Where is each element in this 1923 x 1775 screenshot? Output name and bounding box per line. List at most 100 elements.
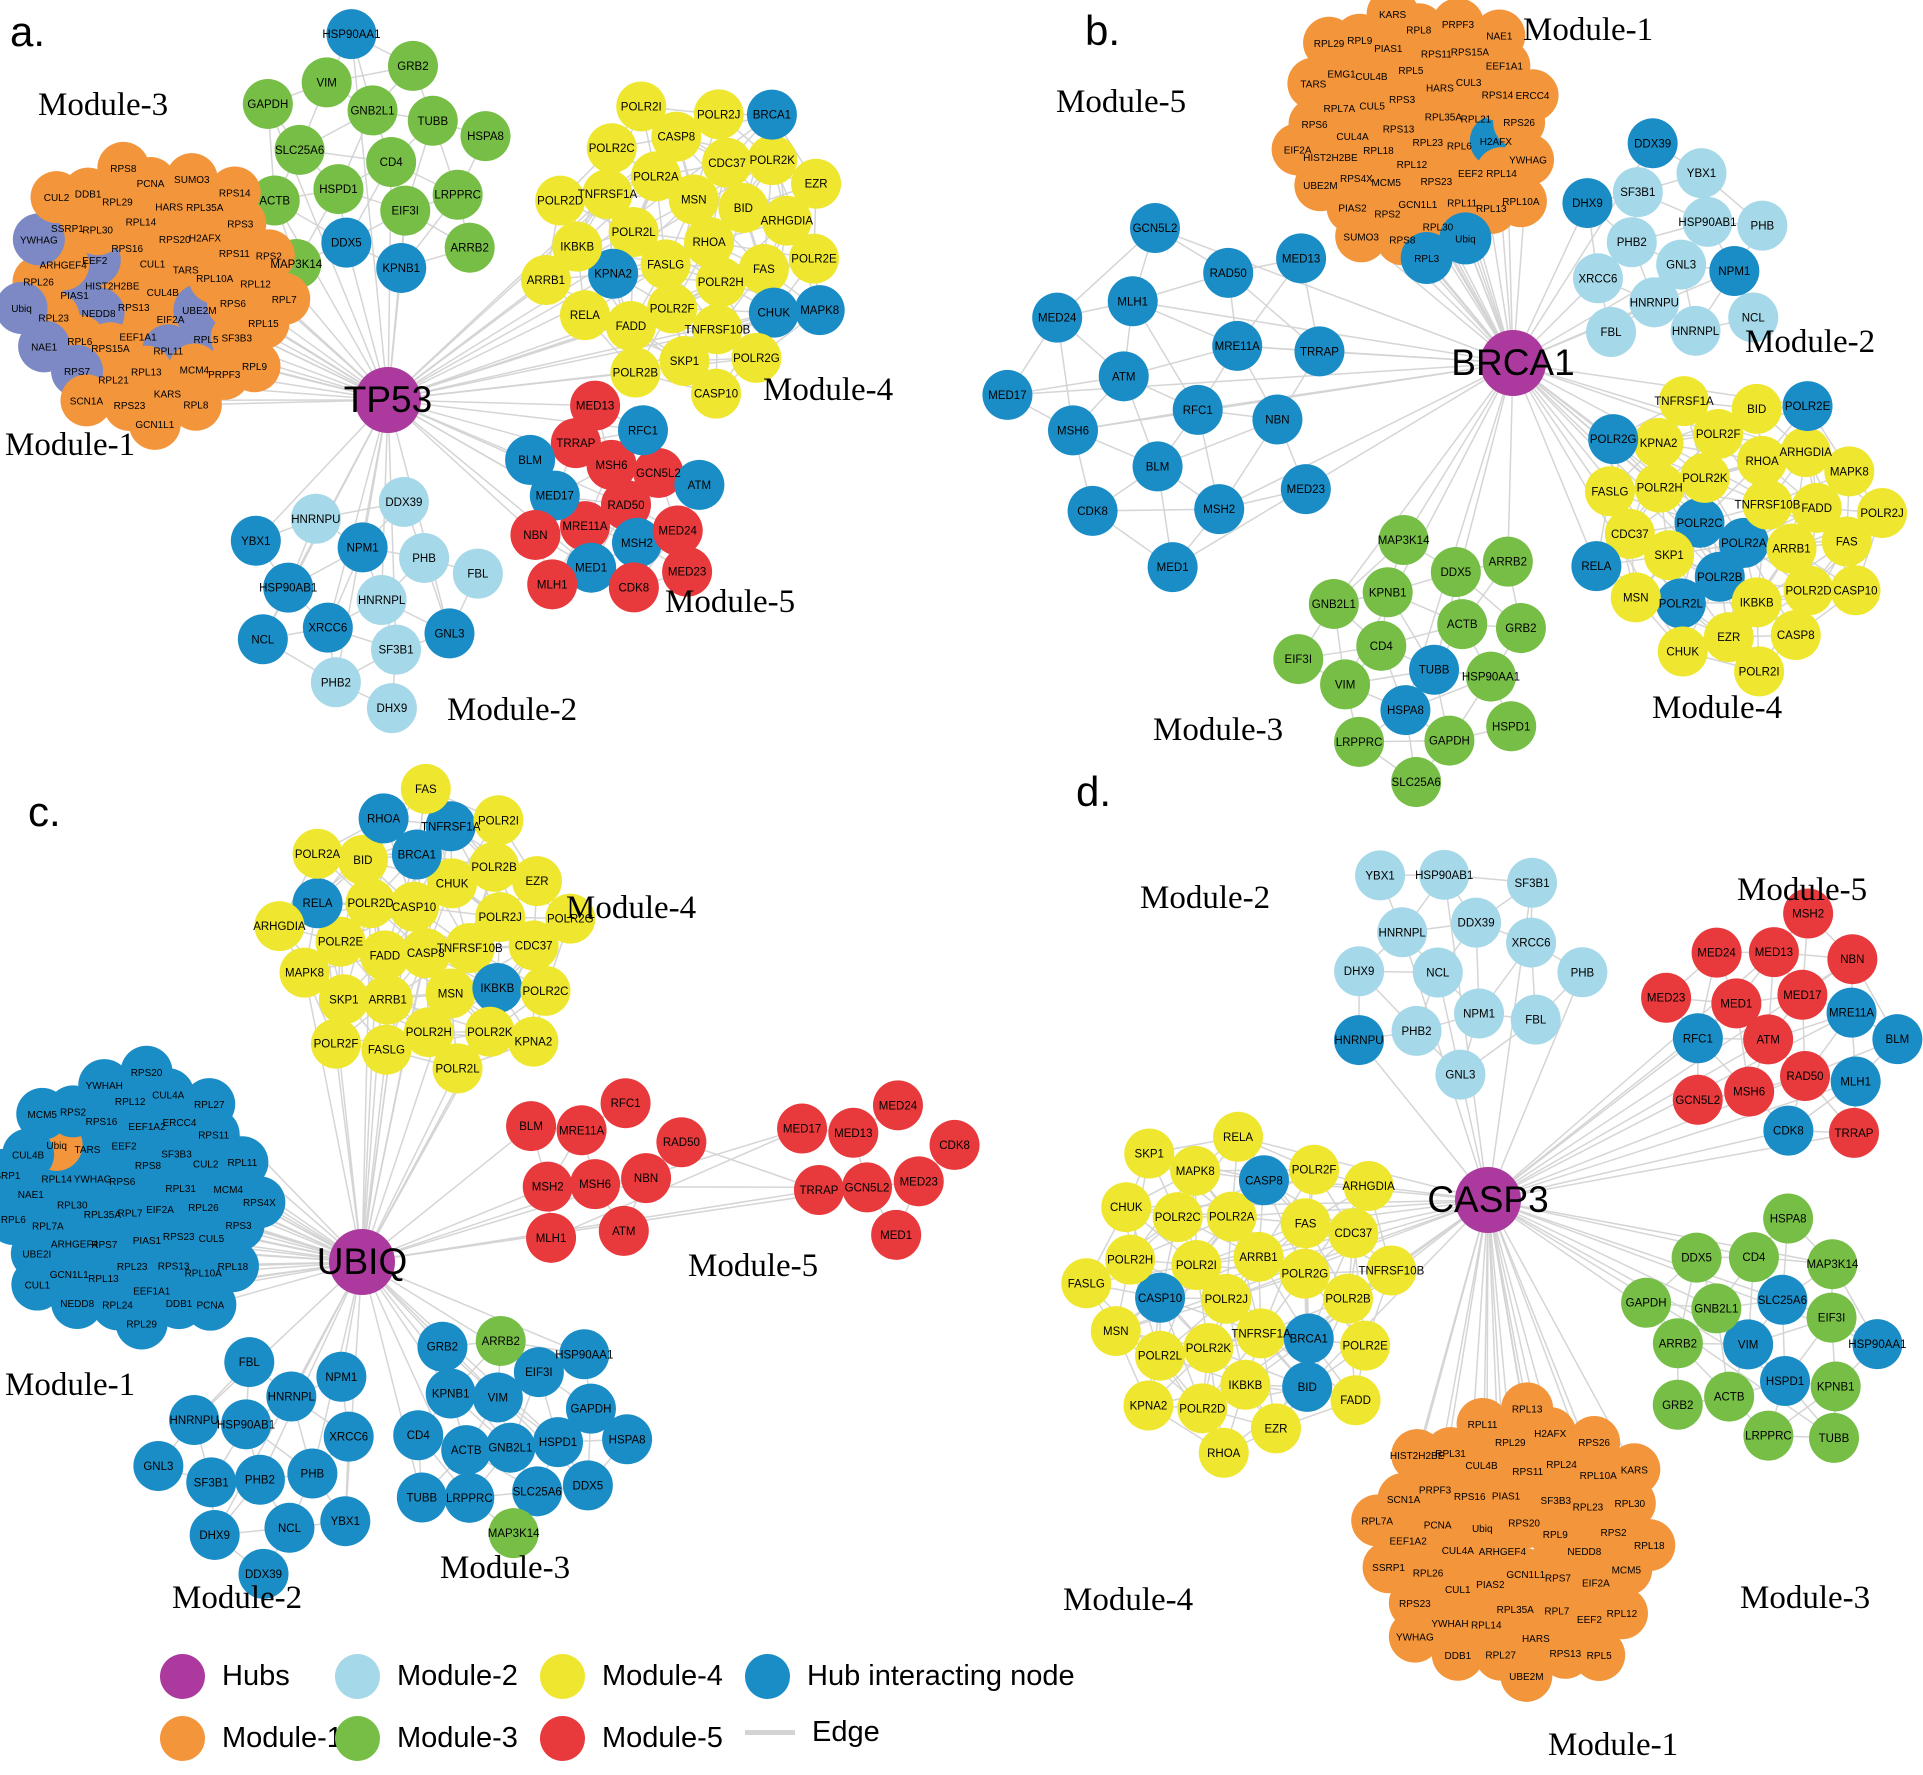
- node-FAS[interactable]: [738, 243, 789, 294]
- node-VIM[interactable]: [301, 57, 352, 108]
- node-KPNA2[interactable]: [1633, 417, 1684, 468]
- node-GCN5L2[interactable]: [1672, 1074, 1723, 1125]
- node-RAD50[interactable]: [1203, 247, 1254, 298]
- node-BLM[interactable]: [1132, 441, 1183, 492]
- node-GNL3[interactable]: [424, 608, 475, 659]
- node-POLR2L[interactable]: [432, 1043, 483, 1094]
- node-KPNB1[interactable]: [1362, 567, 1413, 618]
- node-GNB2L1[interactable]: [1308, 578, 1359, 629]
- node-ATM[interactable]: [598, 1205, 649, 1256]
- node-KPNB1[interactable]: [425, 1368, 476, 1419]
- node-TNFRSF1A[interactable]: [425, 801, 476, 852]
- node-RPL9[interactable]: [228, 340, 281, 393]
- node-YBX1[interactable]: [320, 1496, 371, 1547]
- node-TUBB[interactable]: [407, 95, 458, 146]
- node-CD4[interactable]: [1356, 620, 1407, 671]
- node-POLR2I[interactable]: [1171, 1239, 1222, 1290]
- node-MED13[interactable]: [1276, 233, 1327, 284]
- node-MAP3K14[interactable]: [1807, 1239, 1858, 1290]
- node-POLR2H[interactable]: [695, 257, 746, 308]
- node-ATM[interactable]: [1743, 1014, 1794, 1065]
- node-LRPPRC[interactable]: [1743, 1410, 1794, 1461]
- node-GNB2L1[interactable]: [1691, 1283, 1742, 1334]
- node-MED23[interactable]: [893, 1156, 944, 1207]
- node-FBL[interactable]: [224, 1337, 275, 1388]
- node-TRRAP[interactable]: [550, 418, 601, 469]
- node-ARRB2[interactable]: [1652, 1318, 1703, 1369]
- node-KPNA2[interactable]: [588, 248, 639, 299]
- node-MED23[interactable]: [1280, 464, 1331, 515]
- node-MAPK8[interactable]: [279, 947, 330, 998]
- node-TUBB[interactable]: [396, 1472, 447, 1523]
- node-GCN5L2[interactable]: [842, 1162, 893, 1213]
- node-XRCC6[interactable]: [302, 602, 353, 653]
- node-SLC25A6[interactable]: [1757, 1274, 1808, 1325]
- node-MSH2[interactable]: [522, 1161, 573, 1212]
- node-MED24[interactable]: [872, 1080, 923, 1131]
- node-MSH6[interactable]: [1724, 1066, 1775, 1117]
- node-RPL3[interactable]: [1400, 231, 1453, 284]
- node-PHB[interactable]: [399, 532, 450, 583]
- node-RELA[interactable]: [559, 290, 610, 341]
- node-POLR2E[interactable]: [788, 233, 839, 284]
- node-POLR2H[interactable]: [403, 1007, 454, 1058]
- node-YBX1[interactable]: [1355, 850, 1406, 901]
- node-POLR2A[interactable]: [630, 151, 681, 202]
- node-POLR2F[interactable]: [647, 283, 698, 334]
- node-MSN[interactable]: [425, 968, 476, 1019]
- node-MSH2[interactable]: [1194, 484, 1245, 535]
- node-CASP10[interactable]: [691, 368, 742, 419]
- node-KARS[interactable]: [1366, 0, 1419, 41]
- node-POLR2E[interactable]: [1340, 1320, 1391, 1371]
- node-GAPDH[interactable]: [565, 1383, 616, 1434]
- node-YBX1[interactable]: [230, 515, 281, 566]
- node-RPL18[interactable]: [206, 1240, 259, 1293]
- node-HNRNPL[interactable]: [1670, 305, 1721, 356]
- node-CUL1[interactable]: [11, 1258, 64, 1311]
- node-YWHAG[interactable]: [12, 213, 65, 266]
- node-FADD[interactable]: [605, 301, 656, 352]
- node-POLR2A[interactable]: [1206, 1191, 1257, 1242]
- node-CASP8[interactable]: [651, 111, 702, 162]
- node-YBX1[interactable]: [1676, 148, 1727, 199]
- node-BRCA1[interactable]: [391, 829, 442, 880]
- node-NPM1[interactable]: [337, 522, 388, 573]
- node-HSPA8[interactable]: [460, 111, 511, 162]
- node-POLR2F[interactable]: [1693, 409, 1744, 460]
- node-HSPA8[interactable]: [1763, 1193, 1814, 1244]
- node-KPNA2[interactable]: [508, 1016, 559, 1067]
- hub-TP53[interactable]: TP53: [344, 367, 432, 433]
- node-POLR2H[interactable]: [1634, 462, 1685, 513]
- node-POLR2K[interactable]: [464, 1006, 515, 1057]
- node-EIF3I[interactable]: [513, 1347, 564, 1398]
- node-DDX39[interactable]: [378, 476, 429, 527]
- node-MED1[interactable]: [1147, 542, 1198, 593]
- node-PHB2[interactable]: [310, 657, 361, 708]
- node-RPL27[interactable]: [183, 1078, 236, 1131]
- node-BID[interactable]: [718, 183, 769, 234]
- node-POLR2A[interactable]: [292, 828, 343, 879]
- node-POLR2J[interactable]: [1201, 1273, 1252, 1324]
- node-POLR2D[interactable]: [1783, 565, 1834, 616]
- node-KPNB1[interactable]: [376, 242, 427, 293]
- node-FBL[interactable]: [1586, 307, 1637, 358]
- node-BLM[interactable]: [506, 1101, 557, 1152]
- node-TUBB[interactable]: [1809, 1412, 1860, 1463]
- node-GNB2L1[interactable]: [347, 85, 398, 136]
- node-POLR2B[interactable]: [610, 347, 661, 398]
- node-XRCC6[interactable]: [1506, 917, 1557, 968]
- node-XRCC6[interactable]: [1572, 253, 1623, 304]
- node-BRCA1[interactable]: [746, 89, 797, 140]
- node-GRB2[interactable]: [417, 1321, 468, 1372]
- node-PHB[interactable]: [1737, 200, 1788, 251]
- node-POLR2D[interactable]: [535, 175, 586, 226]
- node-SF3B1[interactable]: [1507, 857, 1558, 908]
- node-DDB1[interactable]: [1431, 1628, 1484, 1681]
- node-RHOA[interactable]: [358, 793, 409, 844]
- node-ARHGDIA[interactable]: [761, 195, 812, 246]
- node-RPL8[interactable]: [169, 378, 222, 431]
- node-MSH6[interactable]: [570, 1159, 621, 1210]
- node-FASLG[interactable]: [361, 1024, 412, 1075]
- node-RELA[interactable]: [1571, 541, 1622, 592]
- node-KPNA2[interactable]: [1123, 1380, 1174, 1431]
